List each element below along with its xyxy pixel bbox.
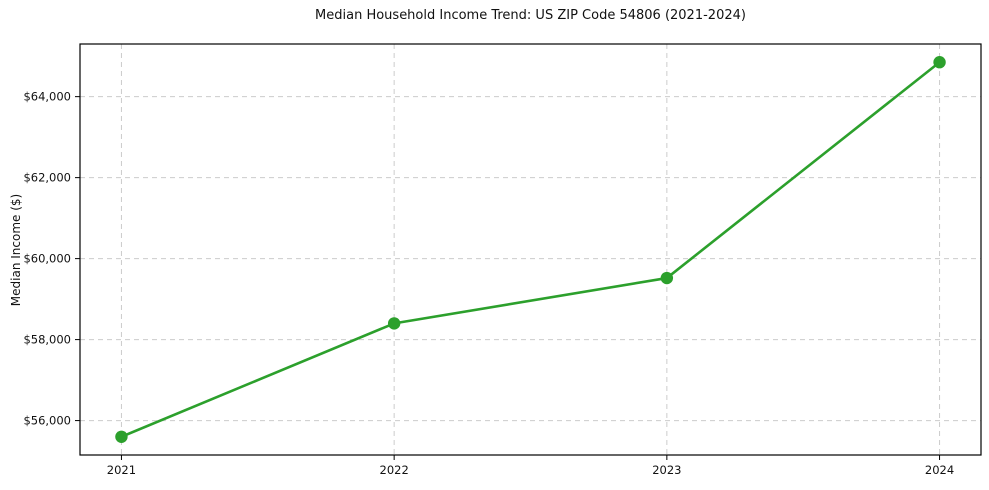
data-point-2021 bbox=[115, 430, 128, 443]
data-point-2022 bbox=[387, 317, 401, 330]
plot-border bbox=[79, 43, 982, 456]
data-point-2023 bbox=[660, 271, 674, 285]
chart-title: Median Household Income Trend: US ZIP Co… bbox=[315, 8, 746, 23]
data-line bbox=[120, 60, 941, 439]
y-tick-label: $64,000 bbox=[23, 90, 71, 104]
x-tick-label: 2021 bbox=[107, 463, 136, 477]
y-tick-label: $60,000 bbox=[23, 252, 71, 266]
y-tick-label: $62,000 bbox=[23, 171, 71, 185]
y-tick-label: $58,000 bbox=[23, 333, 71, 347]
x-tick-label: 2022 bbox=[380, 463, 409, 477]
x-tick-label: 2024 bbox=[925, 463, 954, 477]
data-point-2024 bbox=[933, 56, 946, 69]
y-tick-label: $56,000 bbox=[23, 414, 71, 428]
x-tick-label: 2023 bbox=[652, 463, 681, 477]
